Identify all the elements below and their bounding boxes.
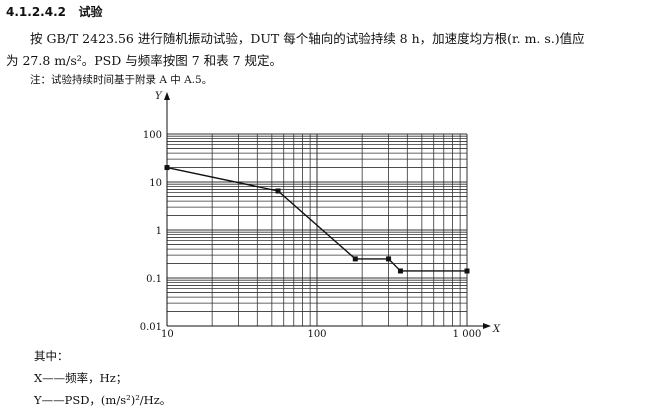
y-tick-label: 0.1: [146, 274, 162, 285]
x-tick-label: 100: [307, 329, 326, 340]
x-tick-label: 10: [161, 329, 174, 340]
y-axis-label: Y: [155, 91, 163, 102]
psd-line: [166, 166, 467, 272]
paragraph-line-1: 按 GB/T 2423.56 进行随机振动试验，DUT 每个轴向的试验持续 8 …: [30, 31, 585, 46]
data-point: [164, 165, 170, 171]
x-tick-label: 1 000: [453, 329, 482, 340]
y-tick-label: 1: [156, 226, 162, 237]
x-axis-arrow: [483, 323, 491, 329]
paragraph-line-2: 为 27.8 m/s²。PSD 与频率按图 7 和表 7 规定。: [6, 53, 283, 68]
section-heading: 4.1.2.4.2 试验: [6, 3, 103, 20]
y-tick-label: 0.01: [140, 322, 162, 333]
y-tick-label: 100: [143, 130, 162, 141]
y-axis-arrow: [164, 92, 170, 100]
legend-x: X——频率，Hz；: [34, 371, 128, 385]
data-point: [386, 256, 392, 262]
note: 注：试验持续时间基于附录 A 中 A.5。: [30, 74, 213, 86]
data-point: [397, 268, 403, 274]
section-title: 试验: [78, 5, 103, 19]
legend-y: Y——PSD，(m/s²)²/Hz。: [34, 393, 172, 407]
data-point: [464, 268, 470, 274]
data-point: [352, 256, 358, 262]
x-axis-label: X: [492, 324, 501, 335]
y-tick-label: 10: [149, 178, 162, 189]
data-point: [275, 188, 281, 194]
section-number: 4.1.2.4.2: [6, 5, 66, 19]
legend-heading: 其中：: [34, 349, 69, 363]
